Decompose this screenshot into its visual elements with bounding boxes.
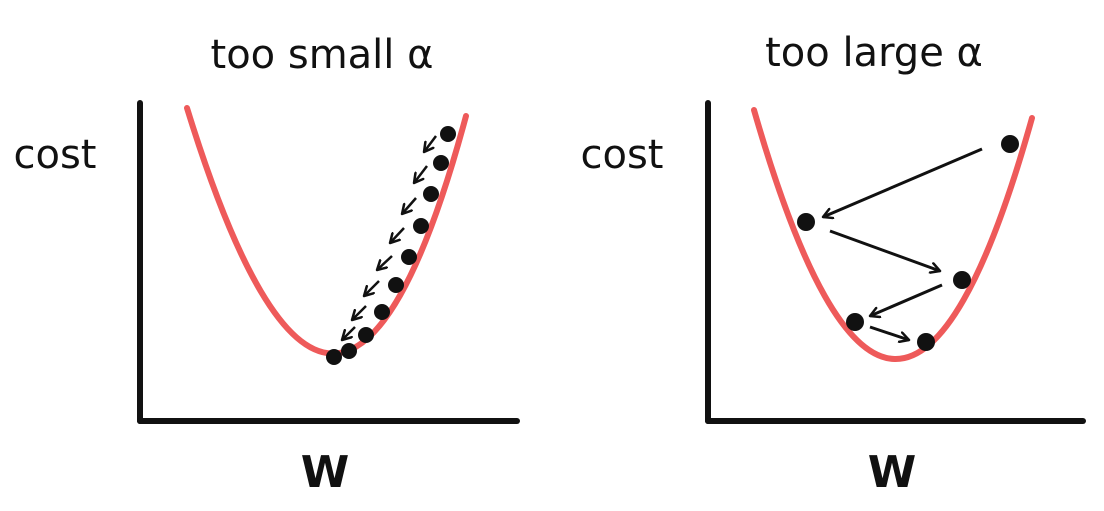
small-step-points [326, 126, 456, 365]
step-point [358, 327, 374, 343]
y-axis-label: cost [14, 132, 97, 178]
step-arrow [352, 305, 367, 320]
large-step-arrows [823, 147, 983, 340]
step-arrow [390, 227, 405, 243]
step-arrow [414, 165, 428, 183]
step-arrow [870, 283, 943, 316]
step-arrow [377, 255, 393, 270]
panel-large-alpha: too large α cost W [581, 30, 1086, 498]
step-point [1001, 135, 1019, 153]
step-point [401, 249, 417, 265]
cost-curve [751, 107, 1035, 362]
step-point [440, 126, 456, 142]
step-arrow [402, 197, 417, 214]
step-arrow [829, 229, 940, 271]
x-axis-label: W [301, 447, 350, 498]
step-point [433, 155, 449, 171]
step-arrow [364, 280, 380, 296]
panel-small-alpha: too small α cost W [14, 32, 520, 498]
step-point [917, 333, 935, 351]
step-point [341, 343, 357, 359]
step-point [326, 349, 342, 365]
step-arrow [424, 135, 437, 152]
step-point [388, 277, 404, 293]
step-point [374, 304, 390, 320]
y-axis-label: cost [581, 132, 664, 178]
step-point [423, 186, 439, 202]
step-point [953, 271, 971, 289]
step-arrow [869, 325, 909, 340]
x-axis-label: W [868, 447, 917, 498]
step-point [846, 313, 864, 331]
step-arrow [342, 326, 356, 340]
small-step-arrows [342, 135, 437, 340]
step-point [413, 218, 429, 234]
panel-title: too small α [211, 32, 434, 78]
panel-title: too large α [765, 30, 983, 76]
large-step-points [797, 135, 1019, 351]
step-point [797, 213, 815, 231]
step-arrow [823, 147, 983, 217]
